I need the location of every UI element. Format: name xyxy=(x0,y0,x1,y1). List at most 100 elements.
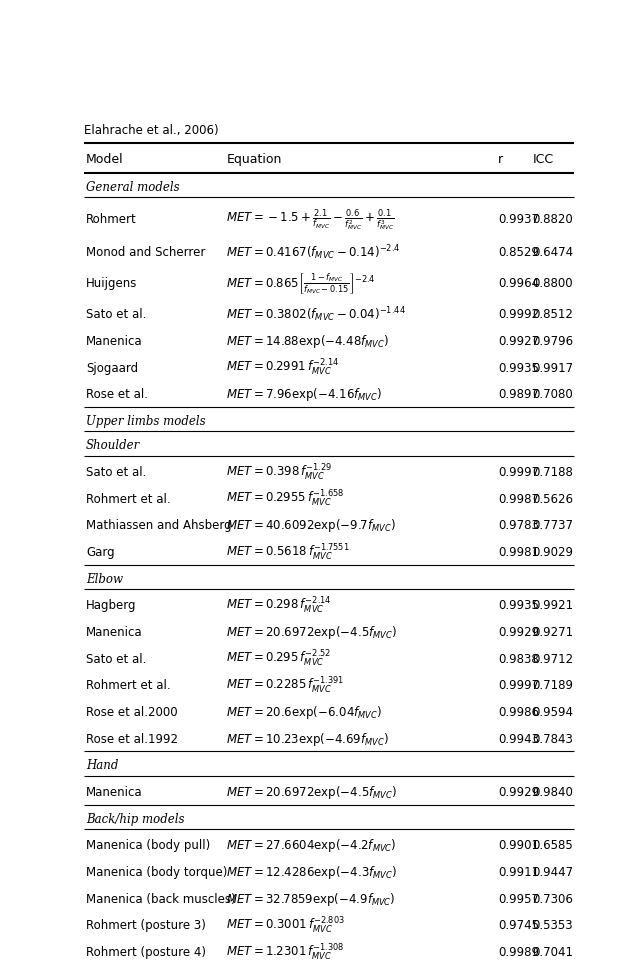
Text: $MET = 20.6972\exp(-4.5f_{MVC})$: $MET = 20.6972\exp(-4.5f_{MVC})$ xyxy=(227,624,397,640)
Text: 0.9921: 0.9921 xyxy=(532,599,573,611)
Text: 0.8529: 0.8529 xyxy=(498,246,539,259)
Text: 0.9935: 0.9935 xyxy=(498,361,539,374)
Text: 0.9745: 0.9745 xyxy=(498,919,539,931)
Text: Manenica (back muscles): Manenica (back muscles) xyxy=(86,892,236,904)
Text: 0.6474: 0.6474 xyxy=(532,246,573,259)
Text: 0.9447: 0.9447 xyxy=(532,865,573,878)
Text: $MET = 0.3802(f_{MVC} - 0.04)^{-1.44}$: $MET = 0.3802(f_{MVC} - 0.04)^{-1.44}$ xyxy=(227,305,406,324)
Text: 0.5353: 0.5353 xyxy=(532,919,573,931)
Text: Shoulder: Shoulder xyxy=(86,439,140,452)
Text: Back/hip models: Back/hip models xyxy=(86,812,184,825)
Text: Rohmert (posture 3): Rohmert (posture 3) xyxy=(86,919,206,931)
Text: Upper limbs models: Upper limbs models xyxy=(86,414,205,428)
Text: 0.7188: 0.7188 xyxy=(532,465,573,479)
Text: Hand: Hand xyxy=(86,758,118,772)
Text: Manenica (body pull): Manenica (body pull) xyxy=(86,838,210,851)
Text: General models: General models xyxy=(86,181,180,193)
Text: 0.7843: 0.7843 xyxy=(532,732,573,745)
Text: Elahrache et al., 2006): Elahrache et al., 2006) xyxy=(84,124,219,137)
Text: Sato et al.: Sato et al. xyxy=(86,465,147,479)
Text: 0.9957: 0.9957 xyxy=(498,892,539,904)
Text: Sjogaard: Sjogaard xyxy=(86,361,138,374)
Text: Rose et al.1992: Rose et al.1992 xyxy=(86,732,178,745)
Text: Hagberg: Hagberg xyxy=(86,599,136,611)
Text: $MET = 27.6604\exp(-4.2f_{MVC})$: $MET = 27.6604\exp(-4.2f_{MVC})$ xyxy=(227,836,397,853)
Text: $MET = 20.6\exp(-6.04f_{MVC})$: $MET = 20.6\exp(-6.04f_{MVC})$ xyxy=(227,703,383,720)
Text: $MET = 10.23\exp(-4.69f_{MVC})$: $MET = 10.23\exp(-4.69f_{MVC})$ xyxy=(227,730,389,747)
Text: Sato et al.: Sato et al. xyxy=(86,308,147,321)
Text: 0.9271: 0.9271 xyxy=(532,626,573,638)
Text: $MET = 0.2955\,f^{-1.658}_{MVC}$: $MET = 0.2955\,f^{-1.658}_{MVC}$ xyxy=(227,488,344,508)
Text: $MET = -1.5 + \frac{2.1}{f_{MVC}} - \frac{0.6}{f^2_{MVC}} + \frac{0.1}{f^3_{MVC}: $MET = -1.5 + \frac{2.1}{f_{MVC}} - \fra… xyxy=(227,207,395,233)
Text: 0.7189: 0.7189 xyxy=(532,678,573,692)
Text: 0.9911: 0.9911 xyxy=(498,865,540,878)
Text: 0.5626: 0.5626 xyxy=(532,492,573,505)
Text: $MET = 0.3001\,f^{-2.803}_{MVC}$: $MET = 0.3001\,f^{-2.803}_{MVC}$ xyxy=(227,915,345,935)
Text: 0.9929: 0.9929 xyxy=(498,626,540,638)
Text: 0.9992: 0.9992 xyxy=(498,308,540,321)
Text: Mathiassen and Ahsberg: Mathiassen and Ahsberg xyxy=(86,519,232,531)
Text: 0.9917: 0.9917 xyxy=(532,361,573,374)
Text: $MET = 0.5618\,f^{-1.7551}_{MVC}$: $MET = 0.5618\,f^{-1.7551}_{MVC}$ xyxy=(227,542,350,562)
Text: $MET = 0.2285\,f^{-1.391}_{MVC}$: $MET = 0.2285\,f^{-1.391}_{MVC}$ xyxy=(227,675,345,695)
Text: $MET = 32.7859\exp(-4.9f_{MVC})$: $MET = 32.7859\exp(-4.9f_{MVC})$ xyxy=(227,890,396,906)
Text: 0.7306: 0.7306 xyxy=(532,892,573,904)
Text: $MET = 0.4167(f_{MVC} - 0.14)^{-2.4}$: $MET = 0.4167(f_{MVC} - 0.14)^{-2.4}$ xyxy=(227,243,401,261)
Text: Manenica: Manenica xyxy=(86,334,143,348)
Text: $MET = 20.6972\exp(-4.5f_{MVC})$: $MET = 20.6972\exp(-4.5f_{MVC})$ xyxy=(227,783,397,801)
Text: 0.9989: 0.9989 xyxy=(498,945,539,958)
Text: Rohmert: Rohmert xyxy=(86,213,137,226)
Text: $MET = 12.4286\exp(-4.3f_{MVC})$: $MET = 12.4286\exp(-4.3f_{MVC})$ xyxy=(227,863,397,880)
Text: $MET = 0.298\,f^{-2.14}_{MVC}$: $MET = 0.298\,f^{-2.14}_{MVC}$ xyxy=(227,595,332,615)
Text: Model: Model xyxy=(86,153,124,166)
Text: 0.9838: 0.9838 xyxy=(498,652,539,665)
Text: Rose et al.2000: Rose et al.2000 xyxy=(86,705,177,718)
Text: Huijgens: Huijgens xyxy=(86,277,138,290)
Text: 0.9712: 0.9712 xyxy=(532,652,573,665)
Text: 0.9029: 0.9029 xyxy=(532,546,573,558)
Text: $MET = 0.295\,f^{-2.52}_{MVC}$: $MET = 0.295\,f^{-2.52}_{MVC}$ xyxy=(227,649,332,669)
Text: 0.9901: 0.9901 xyxy=(498,838,539,851)
Text: 0.9927: 0.9927 xyxy=(498,334,540,348)
Text: $MET = 7.96\exp(-4.16f_{MVC})$: $MET = 7.96\exp(-4.16f_{MVC})$ xyxy=(227,385,383,403)
Text: 0.9964: 0.9964 xyxy=(498,277,540,290)
Text: 0.9943: 0.9943 xyxy=(498,732,539,745)
Text: 0.9796: 0.9796 xyxy=(532,334,573,348)
Text: Equation: Equation xyxy=(227,153,282,166)
Text: 0.8820: 0.8820 xyxy=(532,213,573,226)
Text: Sato et al.: Sato et al. xyxy=(86,652,147,665)
Text: 0.8800: 0.8800 xyxy=(532,277,573,290)
Text: 0.9897: 0.9897 xyxy=(498,388,539,401)
Text: Manenica (body torque): Manenica (body torque) xyxy=(86,865,227,878)
Text: 0.9997: 0.9997 xyxy=(498,465,540,479)
Text: $MET = 0.2991\,f^{-2.14}_{MVC}$: $MET = 0.2991\,f^{-2.14}_{MVC}$ xyxy=(227,357,339,378)
Text: 0.9783: 0.9783 xyxy=(498,519,539,531)
Text: Elbow: Elbow xyxy=(86,572,123,585)
Text: 0.8512: 0.8512 xyxy=(532,308,573,321)
Text: $MET = 14.88\exp(-4.48f_{MVC})$: $MET = 14.88\exp(-4.48f_{MVC})$ xyxy=(227,333,390,350)
Text: 0.9937: 0.9937 xyxy=(498,213,539,226)
Text: ICC: ICC xyxy=(532,153,554,166)
Text: 0.9935: 0.9935 xyxy=(498,599,539,611)
Text: 0.9929: 0.9929 xyxy=(498,785,540,799)
Text: Monod and Scherrer: Monod and Scherrer xyxy=(86,246,205,259)
Text: 0.9997: 0.9997 xyxy=(498,678,540,692)
Text: Manenica: Manenica xyxy=(86,626,143,638)
Text: 0.7737: 0.7737 xyxy=(532,519,573,531)
Text: 0.9986: 0.9986 xyxy=(498,705,539,718)
Text: 0.9594: 0.9594 xyxy=(532,705,573,718)
Text: Rohmert et al.: Rohmert et al. xyxy=(86,678,171,692)
Text: $MET = 0.865\left[\frac{1-f_{MVC}}{f_{MVC}-0.15}\right]^{-2.4}$: $MET = 0.865\left[\frac{1-f_{MVC}}{f_{MV… xyxy=(227,271,376,296)
Text: 0.9981: 0.9981 xyxy=(498,546,539,558)
Text: 0.9987: 0.9987 xyxy=(498,492,539,505)
Text: $MET = 1.2301\,f^{-1.308}_{MVC}$: $MET = 1.2301\,f^{-1.308}_{MVC}$ xyxy=(227,942,345,961)
Text: 0.9840: 0.9840 xyxy=(532,785,573,799)
Text: Rohmert et al.: Rohmert et al. xyxy=(86,492,171,505)
Text: Rose et al.: Rose et al. xyxy=(86,388,148,401)
Text: r: r xyxy=(498,153,503,166)
Text: $MET = 0.398\,f^{-1.29}_{MVC}$: $MET = 0.398\,f^{-1.29}_{MVC}$ xyxy=(227,462,332,482)
Text: 0.7041: 0.7041 xyxy=(532,945,573,958)
Text: 0.6585: 0.6585 xyxy=(532,838,573,851)
Text: Rohmert (posture 4): Rohmert (posture 4) xyxy=(86,945,206,958)
Text: Garg: Garg xyxy=(86,546,115,558)
